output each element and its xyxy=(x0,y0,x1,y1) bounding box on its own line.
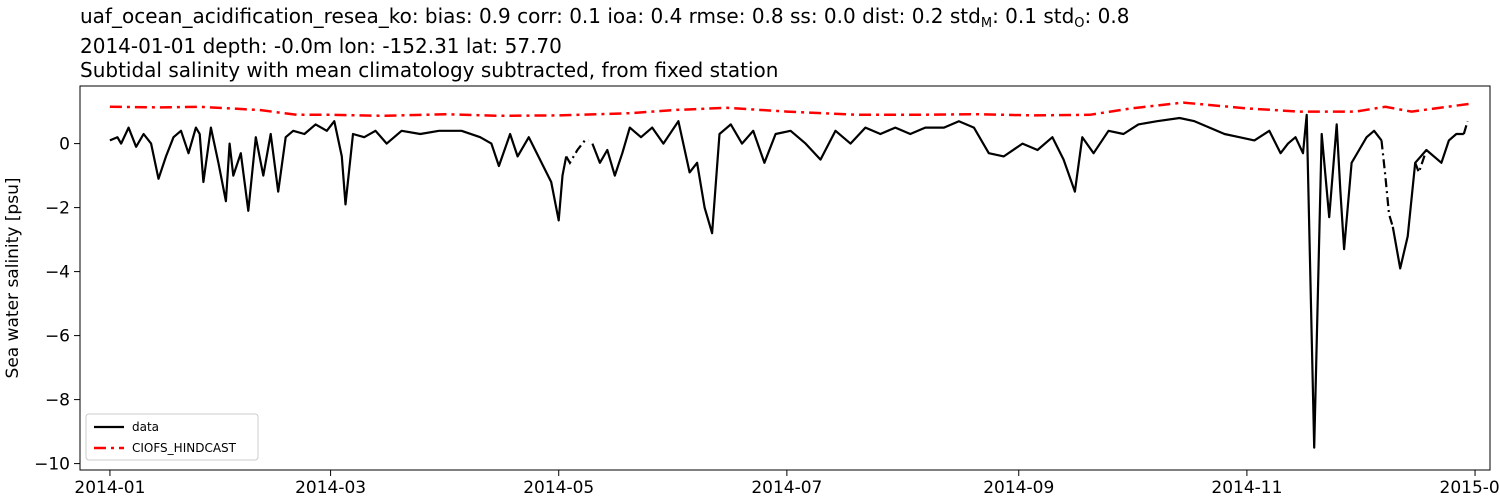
y-tick-label: −10 xyxy=(34,455,70,475)
chart-title-metrics: uaf_ocean_acidification_resea_ko: bias: … xyxy=(80,4,1130,31)
legend-model-label: CIOFS_HINDCAST xyxy=(132,441,237,455)
data-series-line xyxy=(109,120,568,222)
x-tick-label: 2015-01 xyxy=(1440,478,1500,498)
y-tick-label: 0 xyxy=(59,135,70,155)
x-tick-label: 2014-03 xyxy=(295,478,366,498)
x-tick-label: 2014-01 xyxy=(74,478,145,498)
y-tick-label: −8 xyxy=(45,391,70,411)
chart-title-station: 2014-01-01 depth: -0.0m lon: -152.31 lat… xyxy=(80,34,562,58)
legend-box xyxy=(85,413,259,461)
data-series-gap-line xyxy=(565,139,589,165)
data-series-line xyxy=(1391,132,1464,270)
data-series-gap-line xyxy=(1380,140,1394,228)
series-layer xyxy=(109,101,1472,449)
data-series-gap-line xyxy=(1462,120,1469,135)
axes-layer: 2014-01 2014-03 2014-05 2014-07 2014-09 2014-… xyxy=(34,135,1500,498)
x-tick-label: 2014-07 xyxy=(751,478,822,498)
y-tick-label: −2 xyxy=(45,199,70,219)
data-series-gap-line xyxy=(1414,149,1428,176)
legend-data-label: data xyxy=(132,420,159,434)
legend: data CIOFS_HINDCAST xyxy=(85,413,259,461)
model-series-line xyxy=(109,101,1472,118)
y-axis-label: Sea water salinity [psu] xyxy=(3,178,23,379)
x-tick-label: 2014-09 xyxy=(983,478,1054,498)
chart-title: Subtidal salinity with mean climatology … xyxy=(80,58,779,82)
y-tick-label: −6 xyxy=(45,327,70,347)
data-series-line xyxy=(591,113,1383,449)
x-tick-label: 2014-11 xyxy=(1211,478,1282,498)
plot-frame xyxy=(79,85,1491,471)
y-tick-label: −4 xyxy=(45,263,70,283)
x-tick-label: 2014-05 xyxy=(523,478,594,498)
